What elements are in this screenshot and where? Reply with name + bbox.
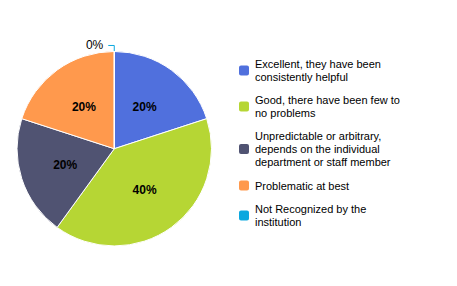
svg-text:no problems: no problems bbox=[255, 107, 316, 119]
svg-text:department or staff member: department or staff member bbox=[255, 156, 391, 168]
svg-text:Unpredictable or arbitrary,: Unpredictable or arbitrary, bbox=[255, 130, 381, 142]
svg-text:depends on the individual: depends on the individual bbox=[255, 143, 380, 155]
svg-text:Excellent, they have been: Excellent, they have been bbox=[255, 58, 381, 70]
svg-text:20%: 20% bbox=[72, 100, 96, 114]
svg-text:40%: 40% bbox=[133, 183, 157, 197]
svg-text:Problematic at best: Problematic at best bbox=[255, 180, 349, 192]
svg-text:institution: institution bbox=[255, 216, 301, 228]
svg-text:20%: 20% bbox=[53, 158, 77, 172]
svg-text:Not Recognized by the: Not Recognized by the bbox=[255, 203, 366, 215]
svg-text:Good, there have been few to: Good, there have been few to bbox=[255, 94, 400, 106]
svg-text:20%: 20% bbox=[133, 100, 157, 114]
svg-text:consistently helpful: consistently helpful bbox=[255, 71, 348, 83]
svg-text:0%: 0% bbox=[86, 38, 104, 52]
